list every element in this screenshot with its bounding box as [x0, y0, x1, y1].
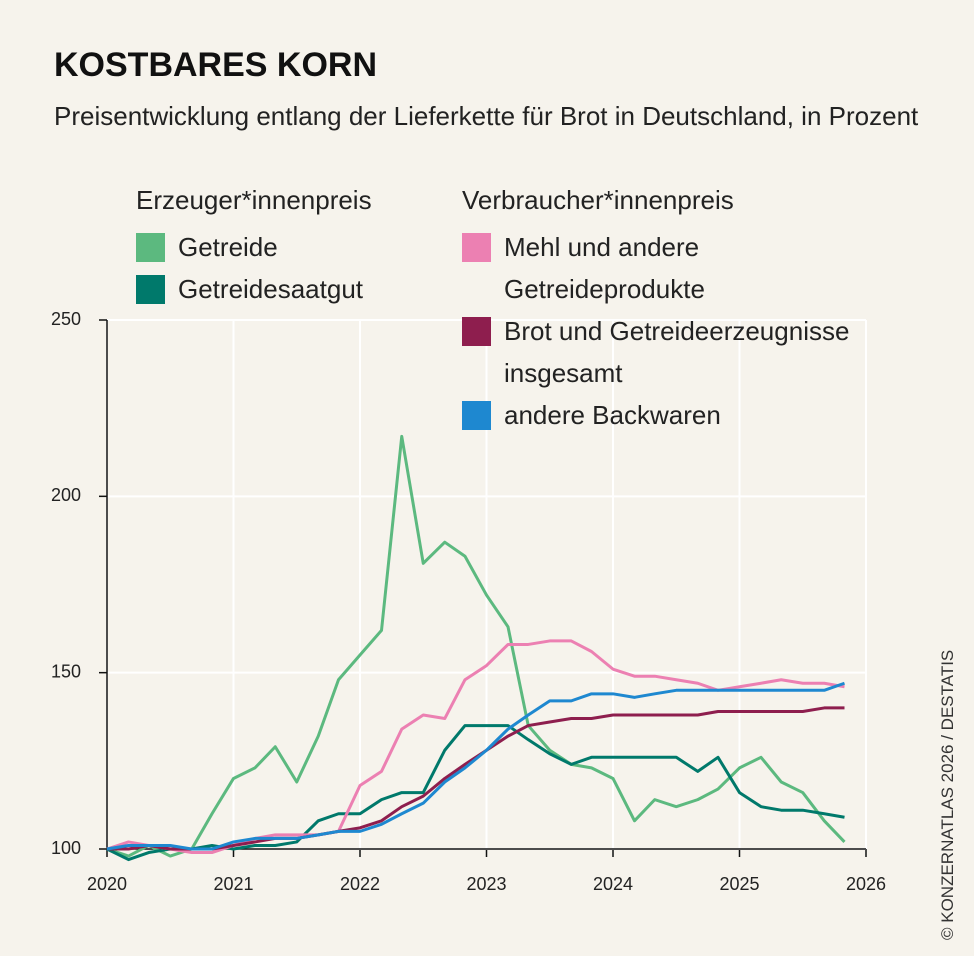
y-tick-label: 200 — [51, 485, 81, 505]
legend-swatch — [462, 401, 491, 430]
data-line — [106, 724, 845, 862]
chart-subtitle: Preisentwicklung entlang der Lieferkette… — [54, 101, 919, 131]
legend-label: Mehl und andere Getreideprodukte — [504, 232, 705, 304]
x-tick-label: 2022 — [340, 874, 380, 894]
legend-label: andere Backwaren — [504, 400, 721, 430]
x-tick-label: 2025 — [719, 874, 759, 894]
data-line — [106, 434, 846, 858]
legend-swatch — [136, 233, 165, 262]
data-line — [106, 681, 845, 851]
legend-item: Getreidesaatgut — [136, 268, 536, 310]
legend-item: Brot und Getreideerzeugnisse insgesamt — [462, 310, 862, 394]
y-tick-label: 100 — [51, 838, 81, 858]
legend-swatch — [462, 317, 491, 346]
data-line — [107, 706, 845, 851]
legend-label: Brot und Getreideerzeugnisse insgesamt — [504, 316, 850, 388]
chart-title: KOSTBARES KORN — [54, 46, 378, 84]
legend-label: Getreide — [178, 232, 278, 262]
legend-label: Getreidesaatgut — [178, 274, 364, 304]
source: © KONZERNATLAS 2026 / DESTATIS — [938, 649, 957, 940]
legend-item: andere Backwaren — [462, 394, 862, 436]
legend-item: Getreide — [136, 226, 536, 268]
legend-swatch — [462, 233, 491, 262]
legend-title: Erzeuger*innenpreis — [136, 185, 372, 215]
x-tick-label: 2020 — [87, 874, 127, 894]
x-tick-label: 2024 — [593, 874, 633, 894]
x-tick-label: 2026 — [846, 874, 886, 894]
y-tick-label: 250 — [51, 309, 81, 329]
y-tick-label: 150 — [51, 661, 81, 681]
x-tick-label: 2023 — [466, 874, 506, 894]
legend-swatch — [136, 275, 165, 304]
legend-item: Mehl und andere Getreideprodukte — [462, 226, 862, 310]
legend-title: Verbraucher*innenpreis — [462, 185, 734, 215]
x-tick-label: 2021 — [213, 874, 253, 894]
